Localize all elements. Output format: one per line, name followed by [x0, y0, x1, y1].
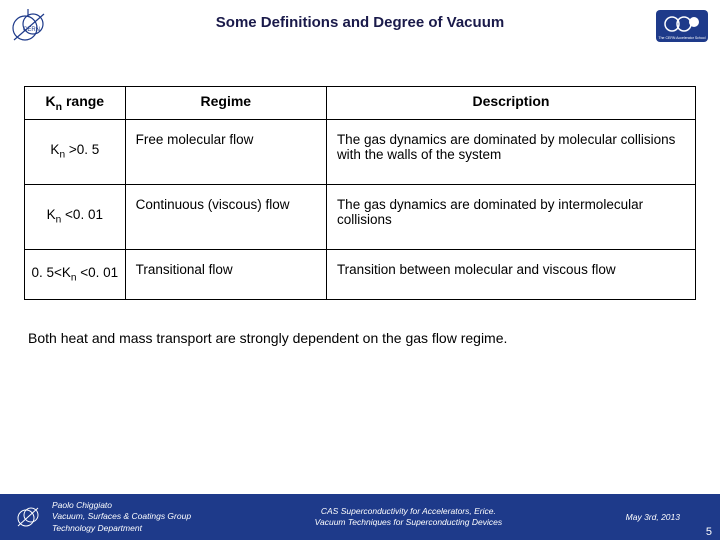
- header-regime: Regime: [125, 87, 326, 120]
- table-container: Kn range Regime Description Kn >0. 5 Fre…: [0, 58, 720, 300]
- header-range: Kn range: [25, 87, 126, 120]
- page-number: 5: [706, 526, 712, 538]
- footer-bar: Paolo Chiggiato Vacuum, Surfaces & Coati…: [0, 494, 720, 540]
- footer-venue-line2: Vacuum Techniques for Superconducting De…: [191, 517, 626, 528]
- header-description: Description: [326, 87, 695, 120]
- footer-group: Vacuum, Surfaces & Coatings Group: [52, 511, 191, 522]
- cell-regime: Transitional flow: [125, 249, 326, 299]
- footer-dept: Technology Department: [52, 523, 191, 534]
- footer-author: Paolo Chiggiato: [52, 500, 191, 511]
- footnote-text: Both heat and mass transport are strongl…: [0, 300, 720, 346]
- cell-description: The gas dynamics are dominated by molecu…: [326, 119, 695, 184]
- cell-range: Kn >0. 5: [25, 119, 126, 184]
- page-title: Some Definitions and Degree of Vacuum: [0, 14, 720, 31]
- cell-description: Transition between molecular and viscous…: [326, 249, 695, 299]
- cas-logo-icon: The CERN Accelerator School: [654, 8, 710, 44]
- cell-regime: Free molecular flow: [125, 119, 326, 184]
- cell-regime: Continuous (viscous) flow: [125, 184, 326, 249]
- cell-range: Kn <0. 01: [25, 184, 126, 249]
- vacuum-regime-table: Kn range Regime Description Kn >0. 5 Fre…: [24, 86, 696, 300]
- svg-text:CERN: CERN: [23, 27, 40, 33]
- footer-date: May 3rd, 2013: [626, 512, 720, 522]
- footer-venue-line1: CAS Superconductivity for Accelerators, …: [191, 506, 626, 517]
- footer-author-block: Paolo Chiggiato Vacuum, Surfaces & Coati…: [52, 500, 191, 533]
- cell-description: The gas dynamics are dominated by interm…: [326, 184, 695, 249]
- footer-venue-block: CAS Superconductivity for Accelerators, …: [191, 506, 626, 528]
- header: CERN The CERN Accelerator School Some De…: [0, 0, 720, 58]
- svg-text:The CERN Accelerator School: The CERN Accelerator School: [658, 36, 705, 40]
- table-row: Kn >0. 5 Free molecular flow The gas dyn…: [25, 119, 696, 184]
- cell-range: 0. 5<Kn <0. 01: [25, 249, 126, 299]
- table-row: 0. 5<Kn <0. 01 Transitional flow Transit…: [25, 249, 696, 299]
- table-header-row: Kn range Regime Description: [25, 87, 696, 120]
- cern-footer-logo-icon: [14, 503, 42, 531]
- cern-logo-icon: CERN: [8, 6, 50, 48]
- table-row: Kn <0. 01 Continuous (viscous) flow The …: [25, 184, 696, 249]
